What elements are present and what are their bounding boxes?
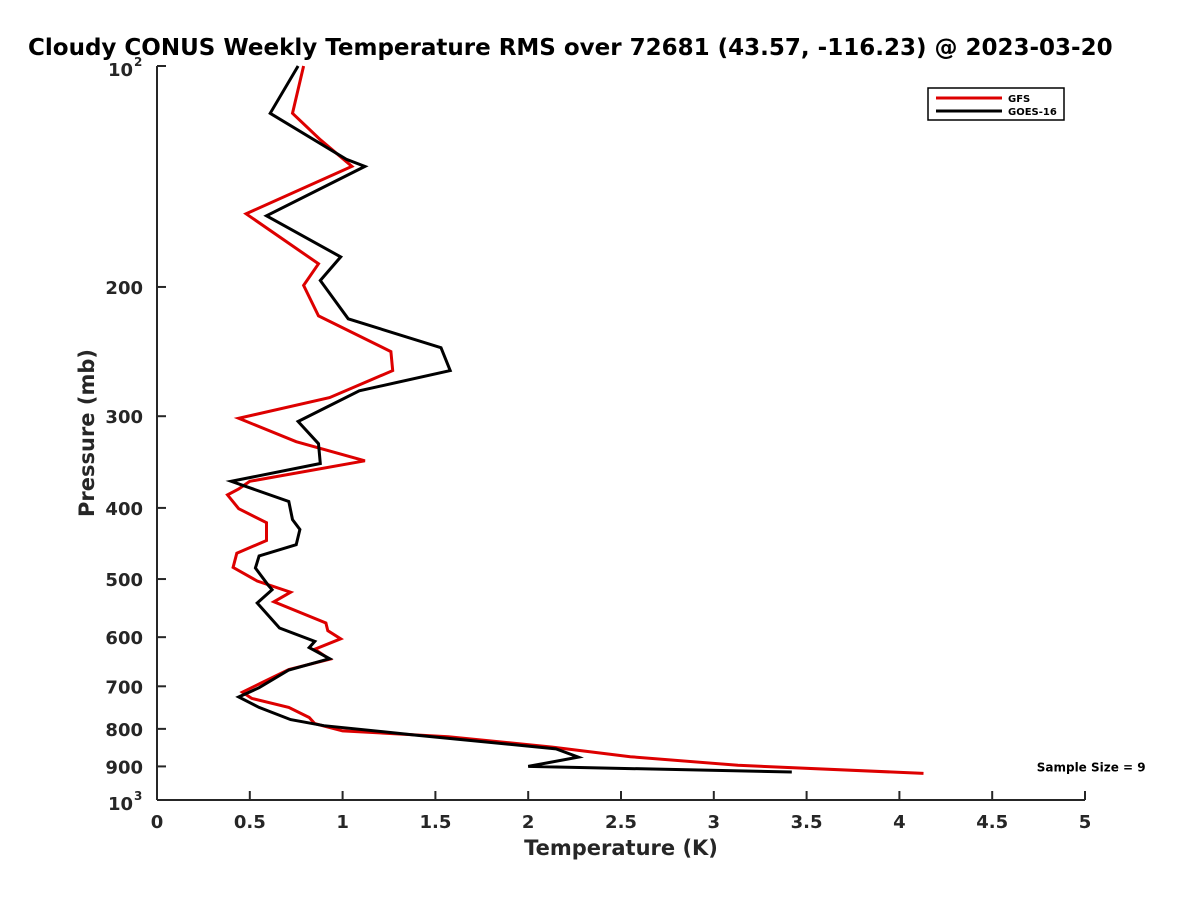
x-tick-label: 3.5 xyxy=(791,812,823,833)
annotations-layer: Sample Size = 9 xyxy=(1037,760,1146,774)
x-tick-label: 0.5 xyxy=(234,812,266,833)
x-tick-label: 3 xyxy=(708,812,721,833)
y-tick-label: 200 xyxy=(105,278,143,299)
sample-size-annotation: Sample Size = 9 xyxy=(1037,760,1146,774)
x-tick-label: 0 xyxy=(151,812,164,833)
y-tick-label: 10 xyxy=(108,794,133,815)
x-tick-label: 2 xyxy=(522,812,535,833)
x-axis-label: Temperature (K) xyxy=(524,836,718,860)
legend-entry: GOES-16 xyxy=(1008,107,1057,118)
x-tick-label: 4.5 xyxy=(976,812,1008,833)
y-tick-label: 300 xyxy=(105,407,143,428)
x-tick-label: 5 xyxy=(1079,812,1092,833)
series-line-goes-16 xyxy=(225,65,792,774)
legend: GFS GOES-16 xyxy=(927,87,1065,121)
legend-entry: GFS xyxy=(1008,94,1030,105)
legend-box xyxy=(927,87,1065,121)
chart-axes: 0 0.5 1 1.5 2 2.5 3 3.5 4 4.5 510 22003004005006007… xyxy=(105,55,1091,833)
y-tick-label: 800 xyxy=(105,720,143,741)
series-layer xyxy=(225,65,924,775)
x-tick-label: 4 xyxy=(893,812,906,833)
y-tick-label: 700 xyxy=(105,677,143,698)
y-tick-label: 10 xyxy=(108,60,133,81)
y-tick-label-exponent: 2 xyxy=(134,55,142,69)
y-tick-label: 600 xyxy=(105,628,143,649)
y-tick-label-exponent: 3 xyxy=(134,789,142,803)
y-axis-label: Pressure (mb) xyxy=(75,349,99,517)
x-tick-label: 2.5 xyxy=(605,812,637,833)
series-line-gfs xyxy=(225,65,924,775)
x-tick-label: 1.5 xyxy=(419,812,451,833)
y-tick-label: 500 xyxy=(105,570,143,591)
y-tick-label: 400 xyxy=(105,499,143,520)
x-tick-label: 1 xyxy=(336,812,349,833)
y-tick-label: 900 xyxy=(105,757,143,778)
chart-title: Cloudy CONUS Weekly Temperature RMS over… xyxy=(28,35,1113,61)
